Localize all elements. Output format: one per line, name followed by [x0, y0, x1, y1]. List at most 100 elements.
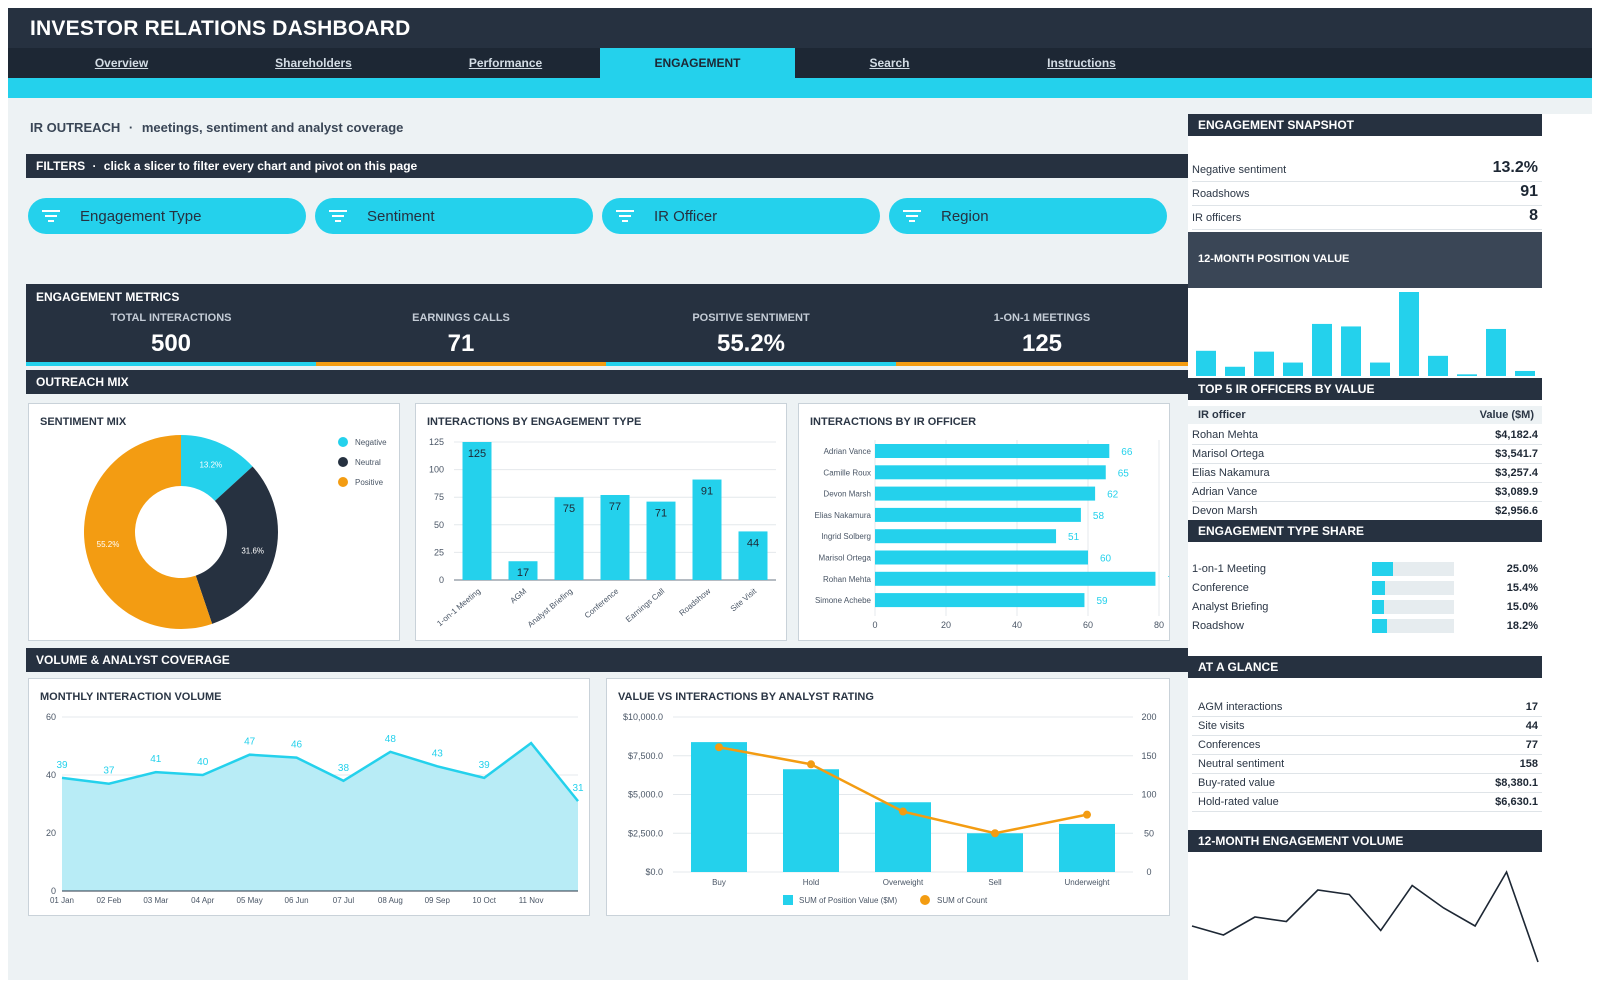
volume-sparkline-chart [1191, 870, 1539, 963]
tab-search[interactable]: Search [869, 56, 910, 70]
bar-value-label: 75 [563, 503, 575, 515]
volume-coverage-title: VOLUME & ANALYST COVERAGE [36, 653, 230, 667]
slicer-label: Engagement Type [80, 208, 202, 225]
y-left-tick-label: $2,500.0 [628, 828, 663, 838]
monthly-volume-area-chart: 0 20 40 60 39 01 Jan 37 02 Feb 41 03 Mar 40 04 Apr 4… [46, 712, 584, 905]
sentiment-mix-title: SENTIMENT MIX [40, 416, 127, 428]
slicer-sentiment[interactable]: Sentiment [315, 198, 593, 234]
slice-label: 31.6% [241, 546, 264, 555]
legend-entry: SUM of Count [937, 896, 988, 905]
tab-instructions[interactable]: Instructions [1047, 56, 1116, 70]
tab-overview[interactable]: Overview [94, 56, 149, 70]
donut-slice-negative [181, 435, 253, 501]
glance-value: 77 [1525, 739, 1538, 751]
kpi-label: POSITIVE SENTIMENT [692, 312, 810, 324]
section-description: meetings, sentiment and analyst coverage [141, 120, 404, 135]
legend-marker [783, 895, 793, 905]
analyst-rating-card: VALUE VS INTERACTIONS BY ANALYST RATING … [606, 678, 1170, 916]
glance-value: 44 [1525, 720, 1538, 732]
point-value-label: 39 [479, 760, 491, 771]
area-fill [62, 743, 578, 891]
position-value-bar [1457, 374, 1477, 376]
outreach-mix-bar: OUTREACH MIX [26, 370, 1188, 394]
count-point [715, 743, 723, 752]
glance-value: $6,630.1 [1495, 796, 1538, 808]
officer-value: $3,541.7 [1495, 448, 1538, 460]
tab-engagement[interactable]: ENGAGEMENT [600, 48, 795, 79]
point-value-label: 37 [103, 766, 115, 777]
slicer-engagement-type[interactable]: Engagement Type [28, 198, 306, 234]
y-tick-label: 75 [434, 492, 444, 502]
position-value-bar [1341, 326, 1361, 376]
officer-row: Devon Marsh $2,956.6 [1192, 502, 1542, 521]
y-tick-label: Devon Marsh [823, 490, 871, 499]
kpi-total-interactions: TOTAL INTERACTIONS 500 [26, 284, 316, 366]
officer-value: $4,182.4 [1495, 429, 1538, 441]
y-tick-label: Elias Nakamura [815, 511, 872, 520]
legend-marker [920, 895, 930, 905]
snapshot-row: Roadshows 91 [1192, 182, 1542, 206]
officer-name: Elias Nakamura [1192, 467, 1270, 479]
x-tick-label: 40 [1012, 620, 1022, 630]
volume-coverage-bar: VOLUME & ANALYST COVERAGE [26, 648, 1188, 672]
kpi-underline [316, 362, 606, 366]
top-officers-title: TOP 5 IR OFFICERS BY VALUE [1188, 378, 1542, 400]
title-bar: INVESTOR RELATIONS DASHBOARD [8, 8, 1592, 48]
glance-row: Buy-rated value $8,380.1 [1192, 774, 1542, 793]
analyst-rating-title: VALUE VS INTERACTIONS BY ANALYST RATING [618, 691, 874, 703]
bar-camille-roux [875, 465, 1106, 480]
filters-bar: FILTERS · click a slicer to filter every… [26, 154, 1188, 178]
point-value-label: 41 [150, 754, 162, 765]
kpi-underline [896, 362, 1188, 366]
position-value-title: 12-MONTH POSITION VALUE [1198, 253, 1350, 265]
snapshot-title: ENGAGEMENT SNAPSHOT [1188, 114, 1542, 136]
filter-icon [903, 210, 921, 222]
bar-hold [783, 769, 839, 872]
x-tick-label: Roadshow [678, 587, 713, 618]
point-value-label: 43 [432, 748, 444, 759]
count-point [991, 829, 999, 838]
bar-value-label: 44 [747, 537, 759, 549]
x-tick-label: Buy [712, 878, 726, 887]
x-tick-label: 06 Jun [285, 896, 309, 905]
tab-shareholders[interactable]: Shareholders [275, 56, 352, 70]
x-tick-label: 07 Jul [333, 896, 355, 905]
sentiment-mix-card: SENTIMENT MIX 13.2% Negative 31.6% Neutral 5… [28, 403, 400, 641]
bar-simone-achebe [875, 593, 1085, 608]
point-value-label: 38 [338, 763, 350, 774]
share-bar-track [1372, 562, 1454, 576]
glance-label: Hold-rated value [1198, 796, 1279, 808]
x-tick-label: 03 Mar [143, 896, 168, 905]
tab-performance[interactable]: Performance [468, 56, 543, 70]
officer-row: Elias Nakamura $3,257.4 [1192, 464, 1542, 483]
page-subtitle: IR OUTREACH · meetings, sentiment and an… [30, 120, 403, 135]
share-label: Conference [1192, 582, 1249, 594]
kpi-label: 1-ON-1 MEETINGS [993, 312, 1091, 324]
bar-value-label: 66 [1121, 447, 1133, 458]
share-value: 18.2% [1506, 620, 1538, 632]
glance-label: Site visits [1198, 720, 1245, 732]
y-left-tick-label: $7,500.0 [628, 751, 663, 761]
type-share-title: ENGAGEMENT TYPE SHARE [1188, 520, 1542, 542]
ir-officer-bar-chart: 0 20 40 60 80 Adrian Vance 66 Camille Roux 65 Dev… [815, 440, 1169, 630]
slicer-ir-officer[interactable]: IR Officer [602, 198, 880, 234]
snapshot-value: 13.2% [1492, 159, 1538, 176]
monthly-volume-title: MONTHLY INTERACTION VOLUME [40, 691, 222, 703]
x-tick-label: 11 Nov [519, 896, 544, 905]
bar-ingrid-solberg [875, 529, 1057, 544]
bar-agm [508, 561, 538, 580]
x-tick-label: 1-on-1 Meeting [435, 587, 482, 628]
engagement-type-title: INTERACTIONS BY ENGAGEMENT TYPE [427, 416, 642, 428]
share-row: 1-on-1 Meeting 25.0% [1192, 560, 1542, 579]
bar-value-label: 7 [1167, 575, 1169, 586]
kpi-one-on-one-meetings: 1-ON-1 MEETINGS 125 [896, 284, 1188, 366]
slicer-region[interactable]: Region [889, 198, 1167, 234]
analyst-rating-combo-chart: $0.0 0 $2,500.0 50 $5,000.0 100 $7,500.0 150 $10… [623, 712, 1157, 905]
volume-spark-title: 12-MONTH ENGAGEMENT VOLUME [1188, 830, 1542, 852]
snapshot-label: IR officers [1192, 212, 1242, 224]
share-row: Roadshow 18.2% [1192, 617, 1542, 636]
share-bar-fill [1372, 562, 1393, 576]
legend-marker [338, 437, 348, 447]
metrics-title: ENGAGEMENT METRICS [36, 290, 180, 304]
y-tick-label: Camille Roux [823, 468, 871, 477]
